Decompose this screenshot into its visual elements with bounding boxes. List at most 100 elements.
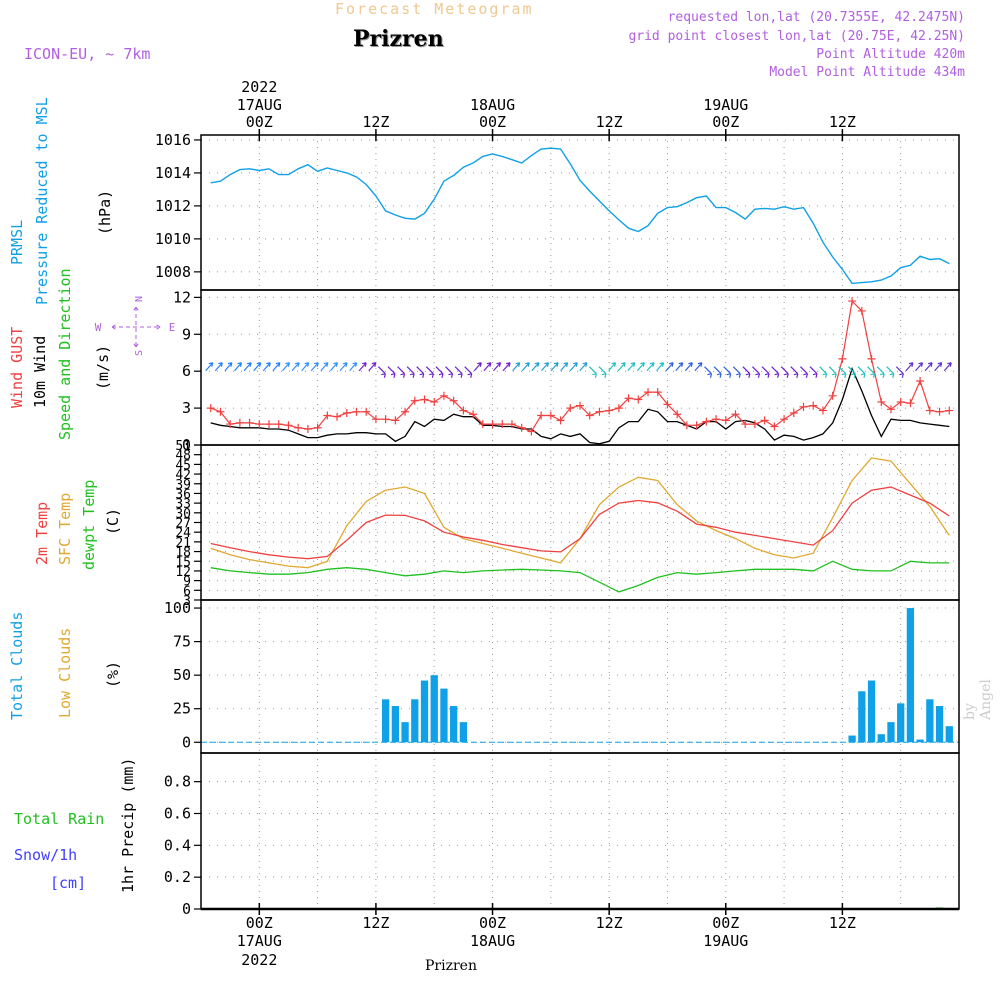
gust-marker — [303, 425, 312, 434]
gust-marker — [896, 397, 905, 406]
gust-marker — [323, 411, 332, 420]
gust-marker — [877, 397, 886, 406]
wind-direction-arrow — [425, 366, 434, 378]
wind-direction-arrow — [473, 362, 482, 372]
top-date-label: 18AUG — [470, 96, 515, 114]
wind-direction-arrow — [943, 362, 952, 372]
y-tick-label: 45 — [175, 458, 191, 473]
y-tick-label: 9 — [183, 575, 191, 590]
gust-marker — [274, 420, 283, 429]
gust-marker — [585, 411, 594, 420]
y-tick-label: 75 — [173, 633, 191, 651]
wind-direction-arrow — [368, 362, 377, 372]
wind-direction-arrow — [349, 362, 358, 372]
gust-marker — [818, 406, 827, 415]
top-year-label: 2022 — [241, 78, 277, 96]
y-tick-label: 0 — [182, 436, 191, 454]
wind-direction-arrow — [886, 366, 895, 378]
wind-direction-arrow — [761, 366, 770, 378]
wind-direction-arrow — [310, 362, 319, 372]
gust-marker — [682, 421, 691, 430]
compass-rose — [111, 306, 161, 348]
grid-layer — [201, 135, 959, 909]
snow-unit-label: [cm] — [50, 874, 86, 892]
wind-direction-arrow — [588, 366, 597, 378]
wind-direction-arrow — [502, 362, 511, 372]
point-altitude: Point Altitude 420m — [816, 47, 965, 62]
total-cloud-bar — [858, 691, 866, 743]
gust-marker — [342, 409, 351, 418]
wind-direction-arrow — [540, 362, 550, 372]
y-tick-label: 51 — [175, 439, 191, 454]
panel-frames — [194, 129, 960, 915]
gust-marker — [634, 395, 643, 404]
gust-marker — [226, 420, 235, 429]
y-tick-label: 0 — [182, 733, 191, 751]
gust-marker — [449, 396, 458, 405]
y-tick-label: 0.6 — [164, 804, 191, 822]
temp2m-line — [210, 486, 950, 560]
gust-marker — [420, 395, 429, 404]
y-tick-label: 9 — [182, 325, 191, 343]
total-cloud-bar — [906, 608, 915, 743]
gust-marker — [906, 399, 915, 408]
y-tick-label: 48 — [175, 449, 191, 464]
total-cloud-bar — [877, 734, 885, 743]
compass-west: W — [95, 321, 102, 334]
gust-marker — [498, 420, 507, 429]
wind-direction-arrow — [895, 366, 904, 378]
total-cloud-bar — [381, 699, 390, 743]
wind-direction-arrow — [339, 362, 348, 372]
wind-direction-arrow — [636, 362, 645, 372]
total-cloud-bar — [411, 699, 419, 743]
wind-direction-arrow — [934, 362, 943, 372]
snow-label: Snow/1h — [14, 846, 77, 864]
total-cloud-bar — [848, 735, 856, 743]
wind-direction-arrow — [301, 362, 310, 372]
gust-marker — [352, 407, 361, 416]
wind-direction-arrow — [377, 366, 386, 378]
total-cloud-bar — [916, 739, 924, 743]
wind-direction-arrow — [550, 362, 559, 372]
gust-marker — [605, 406, 614, 415]
wind-direction-arrow — [713, 366, 722, 378]
total-cloud-bar — [459, 722, 468, 743]
y-tick-label: 21 — [175, 536, 191, 551]
gust-marker — [410, 396, 419, 405]
total-cloud-bar — [945, 726, 953, 743]
gust-marker — [799, 402, 808, 411]
wind-direction-arrow — [704, 366, 713, 378]
wind-direction-arrow — [876, 366, 885, 378]
top-date-label: 19AUG — [703, 96, 748, 114]
total-cloud-bar — [887, 722, 895, 743]
wind-direction-arrow — [272, 362, 281, 372]
wind-direction-arrow — [224, 362, 233, 372]
y-tick-label: 15 — [175, 555, 191, 570]
total-cloud-bar — [926, 699, 934, 743]
wind-direction-arrow — [454, 366, 463, 378]
wind-direction-arrow — [780, 366, 789, 378]
gust-marker — [780, 415, 789, 424]
y-tick-label: 0.8 — [164, 773, 191, 791]
gust-marker — [712, 415, 721, 424]
y-tick-label: 6 — [182, 362, 191, 380]
clouds-unit-label: (%) — [104, 661, 122, 688]
bottom-date-label: 19AUG — [703, 932, 748, 950]
wind-direction-arrow — [790, 366, 799, 378]
gust-marker — [313, 423, 322, 432]
y-tick-label: 0.4 — [164, 836, 191, 854]
temp-unit-label: (C) — [104, 508, 122, 535]
wind-direction-arrow — [320, 362, 329, 372]
bottom-time-label: 00Z — [712, 914, 739, 932]
wind-direction-arrow — [684, 362, 693, 372]
wind-direction-arrow — [665, 362, 674, 372]
y-tick-label: 50 — [173, 666, 191, 684]
bottom-time-label: 12Z — [829, 914, 856, 932]
panel-frame-3 — [200, 444, 960, 601]
gust-marker — [692, 421, 701, 430]
gust-marker — [809, 401, 818, 410]
grid-point-location: grid point closest lon,lat (20.75E, 42.2… — [628, 29, 965, 44]
wind-direction-arrow — [445, 366, 454, 378]
wind-direction-arrow — [579, 362, 588, 372]
